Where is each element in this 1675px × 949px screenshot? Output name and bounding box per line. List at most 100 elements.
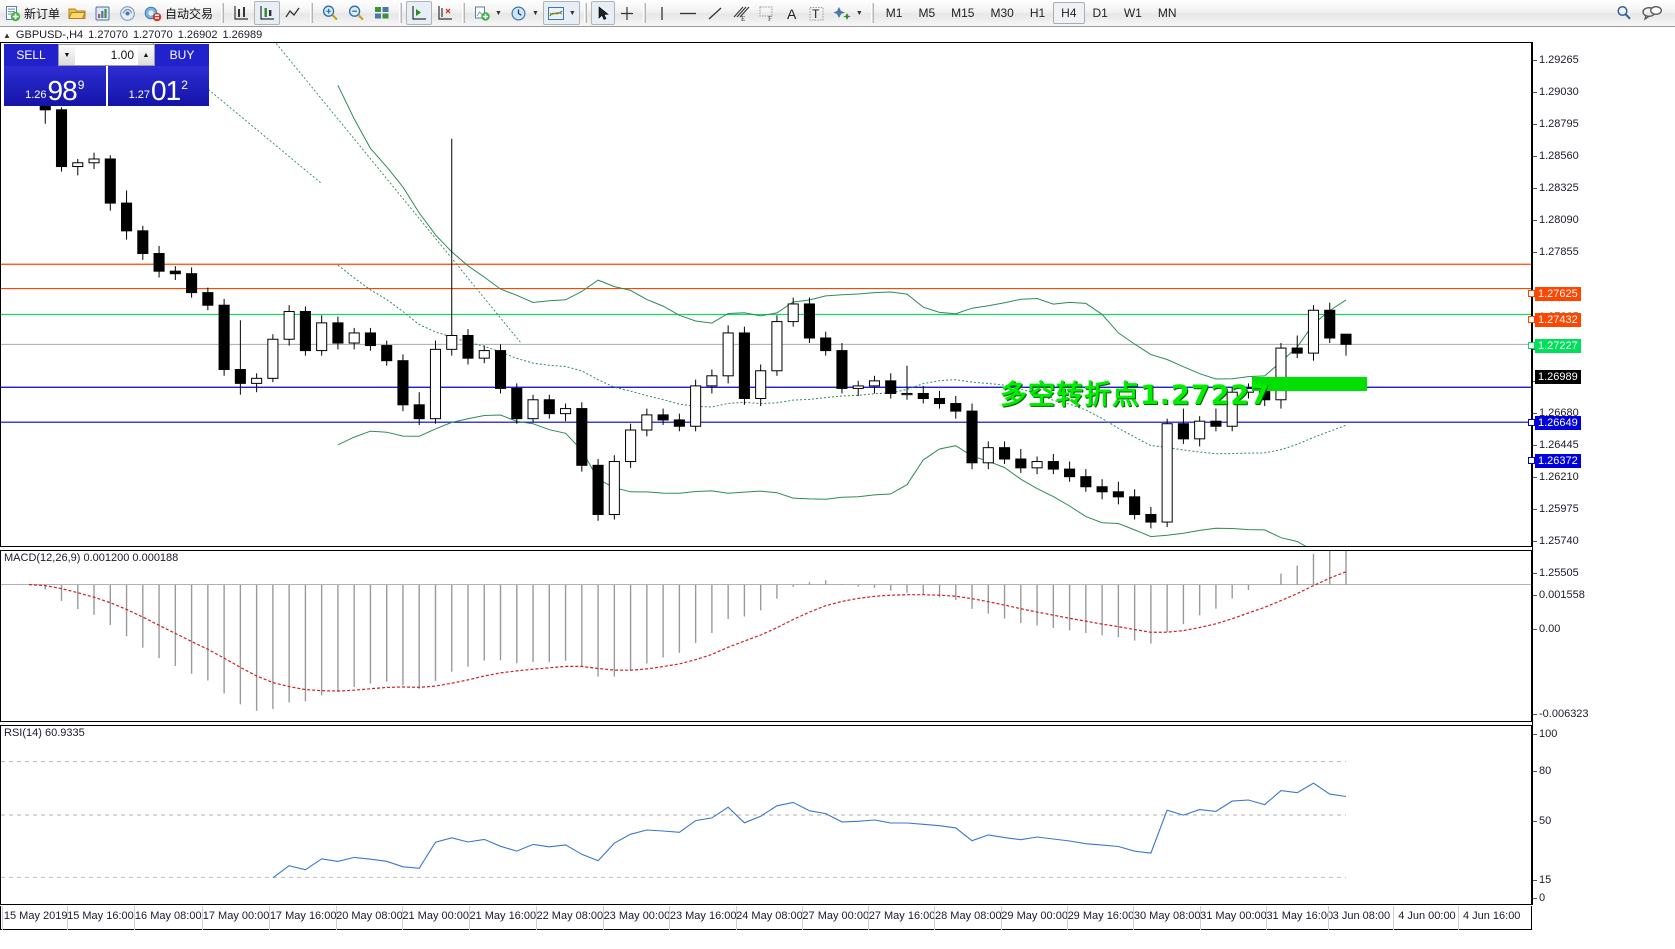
autotrade-icon [144,6,162,21]
level-handle[interactable] [1528,290,1535,297]
chat-icon [1642,6,1662,21]
macd-tick: -0.006323 [1533,708,1589,720]
buy-price-prefix: 1.27 [128,89,151,101]
candlestick [917,385,929,404]
object-add-button[interactable]: ▼ [469,1,506,25]
folder-button[interactable] [64,1,90,25]
chat-button[interactable] [1637,1,1667,25]
svg-text:E: E [741,15,745,22]
candlestick [153,245,165,278]
bollinger-band-line [337,85,1347,380]
crosshair-button[interactable] [615,1,639,25]
indicator-list-button[interactable] [254,1,281,25]
hline-button[interactable] [674,1,702,25]
volume-increase-icon[interactable]: ▲ [138,45,154,65]
timeframe-mn[interactable]: MN [1157,6,1177,20]
period-clock-button[interactable]: ▼ [506,1,543,25]
trendline-button[interactable] [702,1,728,25]
rsi-pane[interactable]: RSI(14) 60.9335 [0,725,1532,905]
level-handle[interactable] [1528,457,1535,464]
price-level-tag[interactable]: 1.26989 [1535,370,1581,384]
time-label: 16 May 08:00 [134,910,202,922]
timeframe-h1[interactable]: H1 [1029,6,1046,20]
chart-type-button[interactable]: ▼ [542,1,580,25]
candlestick [787,297,799,327]
time-separator [934,906,936,930]
price-scale[interactable]: 1.29265 1.29030 1.28795 1.28560 1.28325 1.280… [1528,42,1675,905]
sell-price-main: 98 [47,75,78,106]
price-level-tag[interactable]: 1.26372 [1535,454,1581,468]
timeframe-m5[interactable]: M5 [918,6,936,20]
candlestick [1064,461,1076,482]
time-axis[interactable]: 15 May 2019 15 May 16:00 16 May 08:00 17 Ma… [0,906,1532,930]
window-tile-button[interactable] [369,1,395,25]
channel-button[interactable]: F [754,1,780,25]
text-label-button[interactable]: A [780,1,804,25]
trendline-object[interactable] [1,43,322,184]
collapse-triangle-icon[interactable]: ▲ [3,30,11,40]
price-tick: 1.25975 [1533,503,1579,515]
scroll-end-button[interactable] [406,1,433,25]
zoom-in-button[interactable] [317,1,343,25]
signals-button[interactable] [115,1,140,25]
candlestick [88,152,100,170]
highlight-rectangle-object[interactable] [1252,377,1367,391]
candlestick [738,326,750,405]
sell-label: SELL [4,44,58,66]
price-tick: 1.26210 [1533,471,1579,483]
volume-value[interactable]: 1.00 [75,45,138,65]
autotrade-button[interactable]: 自动交易 [140,1,217,25]
candlestick [608,455,620,520]
cursor-button[interactable] [590,1,615,25]
indicator-add-button[interactable] [228,1,254,25]
price-level-tag[interactable]: 1.27625 [1535,287,1581,301]
chevron-down-icon[interactable]: ▼ [568,9,576,17]
candlestick [836,343,848,394]
new-order-button[interactable]: 新订单 [0,1,64,25]
macd-pane[interactable]: MACD(12,26,9) 0.001200 0.000188 [0,550,1532,722]
price-level-tag[interactable]: 1.27432 [1535,313,1581,327]
zoom-out-button[interactable] [343,1,369,25]
level-handle[interactable] [1528,419,1535,426]
timeframe-w1[interactable]: W1 [1123,6,1142,20]
vline-button[interactable] [650,1,674,25]
price-level-tag[interactable]: 1.27227 [1535,339,1581,353]
time-separator [602,906,604,930]
rsi-tick: 15 [1533,874,1551,886]
text-box-button[interactable]: T [804,1,829,25]
symbol-close: 1.26989 [222,29,263,41]
candlestick [218,298,230,376]
price-tick: 1.27855 [1533,246,1579,258]
sell-price-fraction: 9 [77,78,85,92]
chevron-down-icon[interactable]: ▼ [495,9,502,17]
fibo-button[interactable]: E [728,1,754,25]
trendline-object[interactable] [266,43,522,344]
level-handle[interactable] [1528,316,1535,323]
buy-price-button[interactable]: 1.27 01 2 [107,66,209,106]
trendline-icon [708,7,722,19]
candlestick [169,266,181,281]
sell-price-button[interactable]: 1.26 98 9 [4,66,106,106]
timeframe-m15[interactable]: M15 [951,6,975,20]
profile-button[interactable] [90,1,115,25]
time-label: 17 May 00:00 [202,910,270,922]
timeframe-m1[interactable]: M1 [885,6,903,20]
timeframe-m30[interactable]: M30 [990,6,1014,20]
price-pane[interactable] [0,42,1532,547]
volume-stepper[interactable]: ▼ 1.00 ▲ [58,44,155,66]
shapes-button[interactable]: ▼ [829,1,867,25]
volume-decrease-icon[interactable]: ▼ [59,45,75,65]
timeframe-d1[interactable]: D1 [1092,6,1108,20]
chart-template-button[interactable] [280,1,306,25]
chevron-down-icon[interactable]: ▼ [531,9,539,17]
level-handle[interactable] [1528,342,1535,349]
rsi-tick: 0 [1533,892,1545,904]
price-level-tag[interactable]: 1.26649 [1535,416,1581,430]
macd-chart-canvas [1,551,1531,711]
price-tick: 1.28090 [1533,214,1579,226]
timeframe-h4[interactable]: H4 [1053,2,1085,24]
chart-text-annotation[interactable]: 多空转折点1.27227 [1000,380,1270,411]
chevron-down-icon[interactable]: ▼ [855,9,863,17]
search-button[interactable] [1611,1,1637,25]
chart-shift-button[interactable] [432,1,458,25]
